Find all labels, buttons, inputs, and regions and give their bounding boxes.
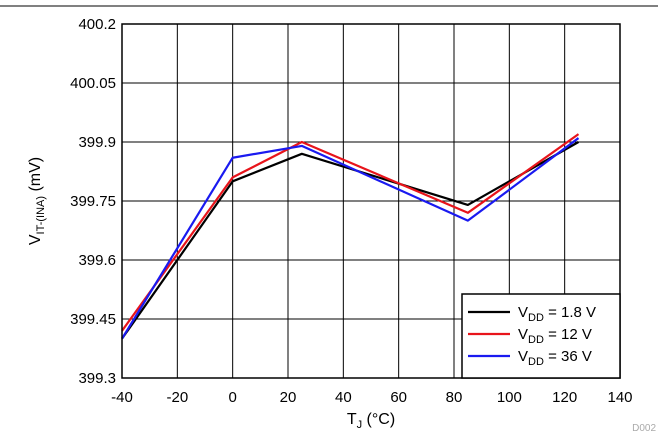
x-tick-label: 0 xyxy=(228,389,236,406)
x-tick-label: 20 xyxy=(280,389,297,406)
legend-entry-main: V xyxy=(518,304,528,321)
legend-entry-sub: DD xyxy=(528,356,544,368)
x-tick-label: 100 xyxy=(497,389,522,406)
x-tick-labels: -40 -20 0 20 40 60 80 100 120 140 xyxy=(111,389,632,406)
x-tick-label: -40 xyxy=(111,389,133,406)
legend-entry-sub: DD xyxy=(528,334,544,346)
legend-entry-main: V xyxy=(518,326,528,343)
watermark-label: D002 xyxy=(632,423,656,433)
x-axis-title: TJ (°C) xyxy=(347,411,395,431)
x-axis-title-main: T xyxy=(347,411,357,428)
x-axis-title-unit: (°C) xyxy=(362,411,395,428)
y-tick-label: 399.3 xyxy=(78,370,116,387)
y-tick-label: 399.75 xyxy=(70,193,116,210)
y-tick-label: 400.2 xyxy=(78,16,116,33)
legend-entry-main: V xyxy=(518,348,528,365)
x-tick-label: 40 xyxy=(335,389,352,406)
y-tick-label: 399.6 xyxy=(78,252,116,269)
x-tick-label: 140 xyxy=(607,389,632,406)
x-tick-label: 60 xyxy=(390,389,407,406)
y-axis-title-sub: IT-(INA) xyxy=(35,196,47,235)
y-axis-title: VIT-(INA) (mV) xyxy=(27,157,47,245)
x-tick-label: 80 xyxy=(446,389,463,406)
y-tick-label: 400.05 xyxy=(70,75,116,92)
x-tick-label: 120 xyxy=(552,389,577,406)
legend-entry-value: = 36 V xyxy=(544,348,592,365)
y-axis-title-main: V xyxy=(27,234,44,245)
legend-entry-value: = 12 V xyxy=(544,326,592,343)
legend-entry-sub: DD xyxy=(528,312,544,324)
y-tick-label: 399.45 xyxy=(70,311,116,328)
legend-entry-value: = 1.8 V xyxy=(544,304,596,321)
y-axis-title-unit: (mV) xyxy=(27,157,44,196)
y-tick-labels: 399.3 399.45 399.6 399.75 399.9 400.05 400.2 xyxy=(70,16,116,387)
y-tick-label: 399.9 xyxy=(78,134,116,151)
x-tick-label: -20 xyxy=(166,389,188,406)
